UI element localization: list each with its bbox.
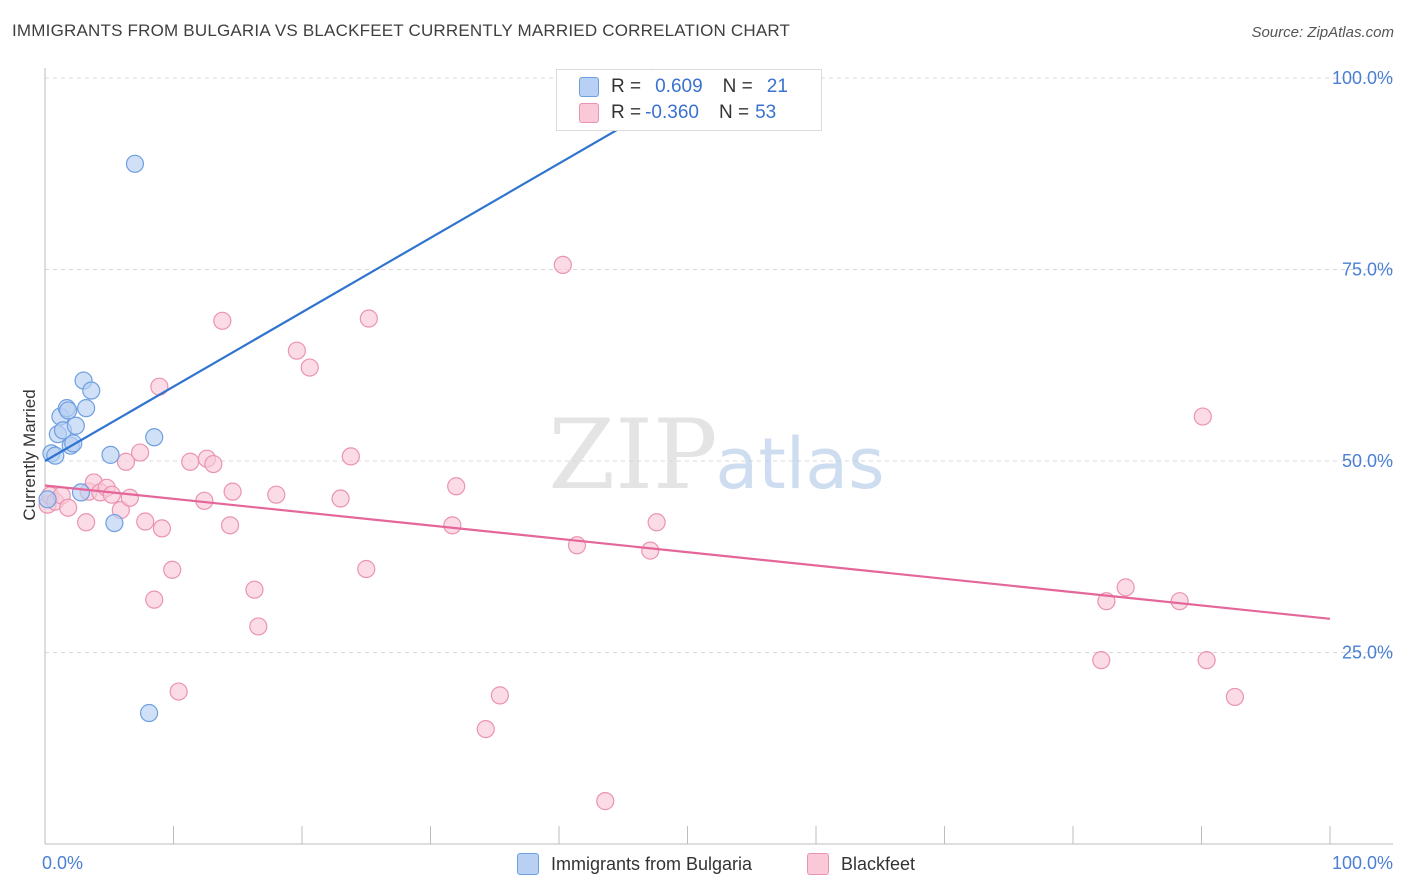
grid-lines	[45, 77, 1393, 653]
bulgaria-point	[59, 401, 78, 420]
bulgaria-point	[101, 445, 120, 464]
blackfeet-point	[443, 516, 462, 535]
legend-swatch-pink	[807, 853, 829, 875]
legend-swatch-pink	[579, 103, 599, 123]
blackfeet-point	[1170, 592, 1189, 611]
bulgaria-trend-line	[44, 77, 708, 462]
y-tick-label: 100.0%	[1332, 68, 1393, 88]
blackfeet-point	[490, 686, 509, 705]
blackfeet-point	[77, 513, 96, 532]
blackfeet-point	[102, 485, 121, 504]
blackfeet-point	[145, 590, 164, 609]
blackfeet-point	[647, 513, 666, 532]
legend-r-value: 0.609	[655, 76, 703, 97]
legend-label-blackfeet: Blackfeet	[841, 853, 916, 874]
blackfeet-point	[204, 454, 223, 474]
x-tick-label: 100.0%	[1332, 853, 1393, 873]
blackfeet-point	[152, 519, 172, 538]
legend-n-label: N =	[722, 76, 753, 97]
watermark: ZIP atlas	[548, 399, 884, 511]
blackfeet-point	[120, 488, 139, 507]
bulgaria-point	[66, 416, 85, 435]
legend-row-blackfeet: R = -0.360 N = 53	[579, 101, 776, 125]
blackfeet-point	[223, 482, 242, 501]
blackfeet-point	[163, 560, 182, 579]
blackfeet-point	[596, 792, 615, 811]
watermark-zip: ZIP	[548, 399, 717, 511]
legend-r-value: -0.360	[645, 102, 699, 123]
bottom-legend-blackfeet[interactable]: Blackfeet	[807, 852, 915, 876]
data-points	[38, 68, 1245, 811]
watermark-atlas: atlas	[715, 423, 884, 505]
blackfeet-point	[357, 559, 376, 579]
blackfeet-point	[169, 682, 188, 701]
blackfeet-point	[267, 485, 286, 504]
legend-swatch-blue	[579, 77, 599, 97]
blackfeet-trend-line	[44, 484, 1331, 620]
legend-r-label: R =	[611, 102, 642, 123]
bulgaria-point	[82, 381, 101, 400]
bottom-legend-bulgaria[interactable]: Immigrants from Bulgaria	[517, 852, 752, 876]
blackfeet-point	[447, 477, 466, 496]
blackfeet-point	[220, 516, 240, 535]
blackfeet-point	[641, 541, 660, 560]
legend-n-label: N =	[718, 102, 750, 123]
blackfeet-point	[300, 358, 319, 377]
legend-n-value: 21	[766, 76, 788, 97]
bulgaria-point	[105, 513, 124, 533]
legend-r-label: R =	[611, 76, 642, 97]
blackfeet-point	[59, 498, 78, 517]
tick-labels: 25.0% 50.0% 75.0% 100.0% 0.0% 100.0%	[42, 68, 1393, 873]
bulgaria-point	[125, 154, 145, 173]
trend-lines	[44, 77, 1331, 620]
blackfeet-point	[1225, 687, 1245, 707]
blackfeet-point	[136, 512, 155, 531]
bulgaria-point	[145, 428, 164, 447]
bulgaria-point	[38, 490, 57, 509]
blackfeet-point	[476, 719, 495, 739]
blackfeet-point	[245, 580, 264, 599]
legend-n-value: 53	[755, 102, 777, 123]
blackfeet-point	[553, 255, 572, 275]
chart-title: IMMIGRANTS FROM BULGARIA VS BLACKFEET CU…	[12, 21, 791, 40]
blackfeet-point	[213, 311, 232, 330]
blackfeet-point	[130, 443, 150, 462]
blackfeet-point	[116, 452, 136, 471]
legend-label-bulgaria: Immigrants from Bulgaria	[551, 853, 753, 874]
blackfeet-point	[249, 617, 268, 636]
blackfeet-point	[1116, 578, 1135, 597]
blackfeet-point	[150, 377, 169, 396]
blackfeet-point	[341, 447, 360, 466]
blackfeet-point	[331, 489, 350, 508]
y-tick-label: 50.0%	[1342, 451, 1393, 471]
bulgaria-point	[139, 703, 159, 723]
x-tick-label: 0.0%	[42, 853, 83, 873]
blackfeet-point	[1197, 651, 1216, 670]
source-credit: Source: ZipAtlas.com	[1251, 24, 1394, 41]
y-tick-label: 75.0%	[1342, 260, 1393, 280]
blackfeet-point	[287, 341, 306, 360]
legend-row-bulgaria: R = 0.609 N = 21	[579, 75, 788, 99]
blackfeet-point	[1092, 651, 1111, 670]
blackfeet-point	[359, 309, 378, 328]
bulgaria-point	[71, 483, 91, 502]
blackfeet-point	[181, 452, 200, 471]
bulgaria-point	[77, 399, 96, 418]
correlation-legend: R = 0.609 N = 21 R = -0.360 N = 53	[556, 69, 822, 131]
legend-swatch-blue	[517, 853, 539, 875]
blackfeet-point	[1193, 407, 1212, 426]
y-tick-label: 25.0%	[1342, 643, 1393, 663]
